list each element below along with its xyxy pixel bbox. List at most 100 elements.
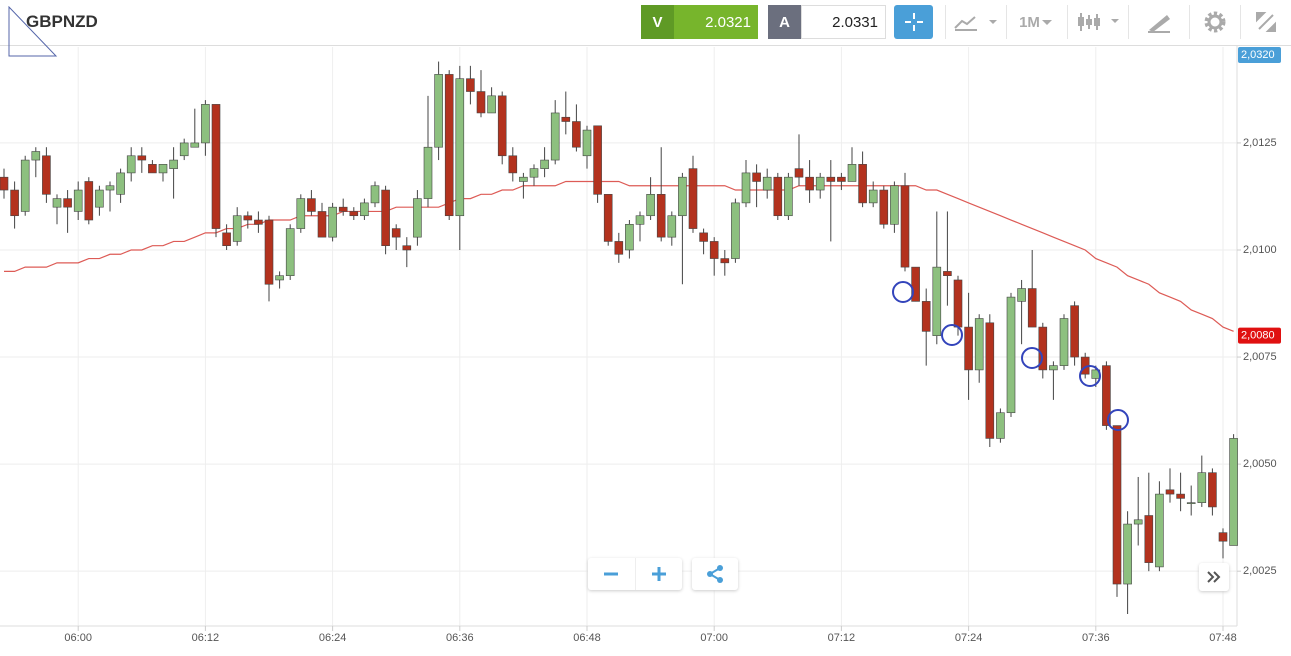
candle-body xyxy=(1165,489,1175,495)
y-tick-label: 2,0025 xyxy=(1243,565,1277,577)
candle-body xyxy=(466,78,475,92)
x-tick-label: 06:12 xyxy=(192,632,220,644)
candle-body xyxy=(678,176,687,217)
candle-body xyxy=(1112,425,1122,585)
sell-label[interactable]: V xyxy=(641,5,674,39)
candle-body xyxy=(105,185,115,191)
candle-body xyxy=(625,223,634,251)
minus-icon xyxy=(604,572,619,576)
candle-body xyxy=(805,176,814,191)
candle-body xyxy=(243,215,253,221)
candle-body xyxy=(317,211,327,238)
candle-body xyxy=(254,219,263,225)
zoom-out-button[interactable] xyxy=(588,558,636,590)
y-tick-label: 2,0075 xyxy=(1243,351,1277,363)
candle-body xyxy=(540,159,549,169)
zoom-in-button[interactable] xyxy=(636,558,683,590)
candle-body xyxy=(900,185,910,268)
x-tick-label: 06:48 xyxy=(573,632,601,644)
candle-body xyxy=(911,266,920,302)
buy-price[interactable]: 2.0331 xyxy=(801,5,886,39)
x-tick-label: 07:00 xyxy=(700,632,728,644)
candle-body xyxy=(879,189,889,225)
logo-icon xyxy=(8,6,58,57)
settings-button[interactable] xyxy=(1189,5,1239,39)
annotation-circle xyxy=(1079,365,1101,387)
candle-body xyxy=(1144,515,1154,563)
zoom-controls xyxy=(588,558,682,590)
candle-body xyxy=(1218,532,1228,542)
candle-body xyxy=(285,228,295,276)
candle-body xyxy=(508,155,518,174)
candle-body xyxy=(847,164,857,182)
candle-body xyxy=(10,189,19,217)
x-tick-label: 06:24 xyxy=(319,632,347,644)
annotation-circle xyxy=(941,324,963,346)
candle-body xyxy=(964,326,973,371)
annotation-circle xyxy=(1021,347,1043,369)
x-tick-label: 07:36 xyxy=(1082,632,1110,644)
draw-icon xyxy=(1147,15,1170,33)
candle-body xyxy=(338,206,348,212)
crosshair-button[interactable] xyxy=(894,5,933,39)
indicator-button[interactable] xyxy=(1067,5,1127,39)
candle-body xyxy=(413,198,422,238)
candle-body xyxy=(752,172,761,182)
fullscreen-button[interactable] xyxy=(1240,5,1291,39)
candle-body xyxy=(444,74,454,217)
candle-body xyxy=(1006,296,1016,414)
y-tick-label: 2,0125 xyxy=(1243,137,1277,149)
candle-body xyxy=(1123,523,1132,585)
candle-body xyxy=(1038,326,1048,371)
share-button[interactable] xyxy=(692,558,738,590)
candle-body xyxy=(0,176,9,191)
fullscreen-icon xyxy=(1256,12,1276,32)
plus-icon xyxy=(651,567,666,581)
candle-body xyxy=(20,159,30,212)
candle-body xyxy=(667,215,677,238)
annotation-circle xyxy=(892,281,914,303)
x-tick-label: 06:36 xyxy=(446,632,474,644)
candles-icon xyxy=(1077,13,1119,31)
y-tick-label: 2,0050 xyxy=(1243,458,1277,470)
candle-body xyxy=(635,215,645,225)
candle-body xyxy=(1197,472,1207,503)
chart-type-icon xyxy=(953,16,997,31)
candle-body xyxy=(550,112,560,161)
candle-body xyxy=(890,185,899,225)
plot-area xyxy=(0,47,1237,626)
chart-type-button[interactable] xyxy=(945,5,1005,39)
candle-body xyxy=(158,164,168,174)
candle-body xyxy=(391,228,401,238)
candle-body xyxy=(943,271,952,276)
price-tag-label: 2,0080 xyxy=(1241,330,1275,342)
candle-body xyxy=(815,176,825,191)
candle-body xyxy=(42,155,51,195)
candle-body xyxy=(296,198,306,229)
candle-body xyxy=(593,125,602,195)
candle-body xyxy=(614,241,624,255)
candle-body xyxy=(201,104,210,144)
candle-body xyxy=(307,198,316,212)
draw-button[interactable] xyxy=(1128,5,1188,39)
candle-body xyxy=(868,189,878,204)
candle-body xyxy=(985,322,995,439)
candle-body xyxy=(423,146,433,199)
candle-body xyxy=(137,155,147,161)
candle-body xyxy=(434,74,443,148)
candle-body xyxy=(275,275,284,281)
scroll-right-button[interactable] xyxy=(1199,563,1229,591)
candle-body xyxy=(84,181,94,221)
buy-label[interactable]: A xyxy=(768,5,801,39)
candle-body xyxy=(52,198,62,208)
sell-price[interactable]: 2.0321 xyxy=(674,5,758,39)
candle-body xyxy=(349,211,359,217)
candle-body xyxy=(826,176,836,182)
candle-body xyxy=(699,232,708,242)
candle-body xyxy=(741,172,751,204)
symbol: GBPNZD xyxy=(26,12,98,31)
candle-body xyxy=(572,121,581,148)
timeframe-button[interactable]: 1M xyxy=(1006,5,1066,39)
x-tick-label: 06:00 xyxy=(64,632,92,644)
